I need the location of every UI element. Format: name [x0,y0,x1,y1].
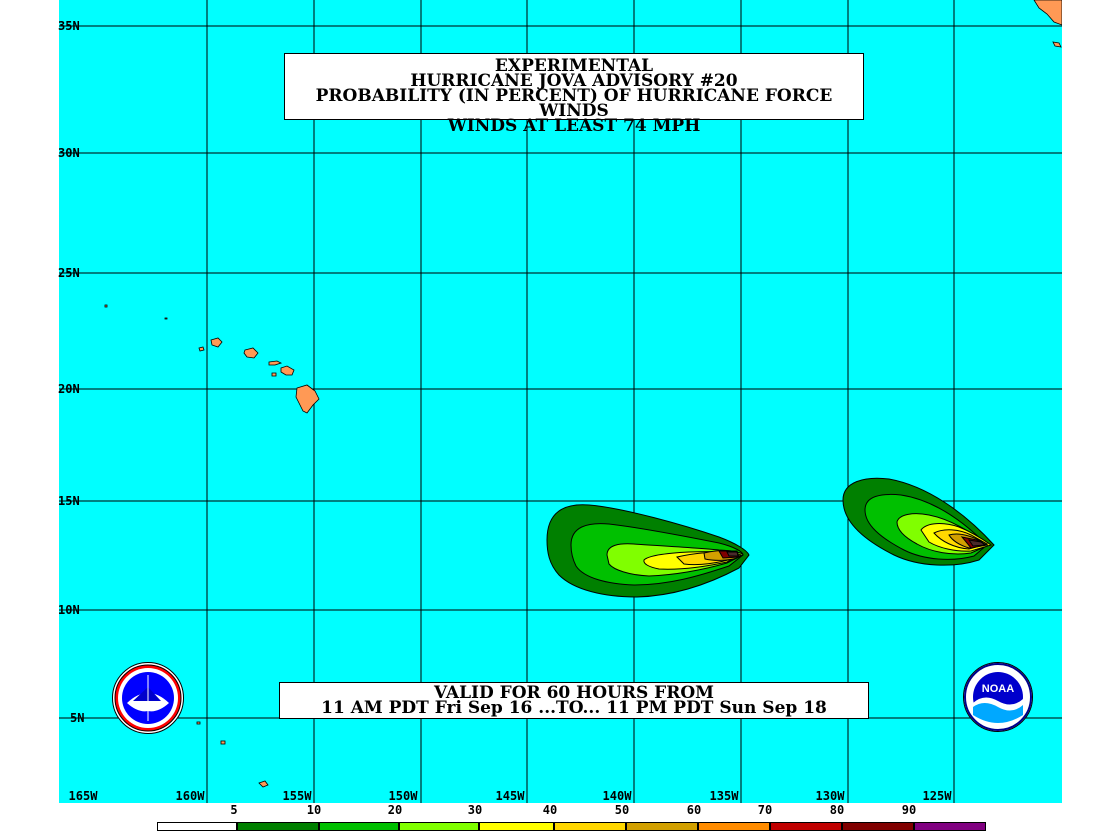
title-box: EXPERIMENTAL HURRICANE JOVA ADVISORY #20… [284,53,864,135]
legend-swatch-7 [698,822,770,831]
baja-coast [1033,0,1062,26]
lat-label-35n: 35N [58,19,80,33]
graticule [59,0,1062,803]
lon-label-150w: 150W [388,789,418,803]
noaa-logo-icon: NOAA [963,662,1033,732]
legend-swatch-3 [399,822,479,831]
legend-swatch-10 [914,822,986,831]
lon-label-165w: 165W [68,789,98,803]
legend-swatch-6 [626,822,698,831]
lat-label-10n: 10N [58,603,80,617]
probability-swath-east [842,477,995,566]
legend-swatch-0 [157,822,237,831]
lon-label-125w: 125W [922,789,952,803]
lat-label-15n: 15N [58,494,80,508]
legend-value-80: 80 [829,803,845,817]
legend-value-40: 40 [542,803,558,817]
legend-value-70: 70 [757,803,773,817]
title-line-4: WINDS AT LEAST 74 MPH [447,116,701,136]
island-molokai [268,360,283,366]
title-line-1: EXPERIMENTAL [494,56,654,76]
legend-value-60: 60 [686,803,702,817]
mainland-coast [1033,0,1062,48]
lat-label-5n: 5N [70,711,85,725]
island-maui [280,365,295,376]
legend-swatch-5 [554,822,626,831]
lon-label-155w: 155W [282,789,312,803]
legend-swatch-8 [770,822,842,831]
lat-label-30n: 30N [58,146,80,160]
nws-logo-icon [112,662,184,734]
legend-value-30: 30 [467,803,483,817]
legend-value-90: 90 [901,803,917,817]
lon-label-135w: 135W [709,789,739,803]
island-oahu [243,347,259,359]
islet-1 [104,304,108,308]
lon-label-130w: 130W [815,789,845,803]
island-kauai [210,337,223,348]
contour-east-core [967,539,987,547]
noaa-logo-text: NOAA [981,683,1015,695]
legend-value-5: 5 [230,803,238,817]
island-big-island [295,384,320,414]
lon-label-140w: 140W [602,789,632,803]
valid-line-1: VALID FOR 60 HOURS FROM [434,683,714,703]
valid-period-box: VALID FOR 60 HOURS FROM 11 AM PDT Fri Se… [279,682,869,719]
lat-label-20n: 20N [58,382,80,396]
legend-value-50: 50 [614,803,630,817]
islet-5 [258,780,269,788]
title-line-2: HURRICANE JOVA ADVISORY #20 [410,71,738,91]
islet-3 [196,721,201,725]
legend-swatch-9 [842,822,914,831]
title-line-3: PROBABILITY (IN PERCENT) OF HURRICANE FO… [315,86,833,121]
legend-value-20: 20 [387,803,403,817]
island-lanai [271,372,277,377]
valid-line-2: 11 AM PDT Fri Sep 16 ...TO... 11 PM PDT … [321,698,827,718]
coast-islet [1052,41,1062,48]
map-area [59,0,1062,803]
island-niihau [198,346,205,352]
legend-swatch-4 [479,822,554,831]
probability-swath-west [546,504,750,598]
islet-4 [220,740,226,745]
legend-value-10: 10 [306,803,322,817]
hawaii-islands [104,304,320,788]
legend-swatch-1 [237,822,319,831]
lat-label-25n: 25N [58,266,80,280]
lon-label-160w: 160W [175,789,205,803]
map-canvas [59,0,1062,803]
contour-west-core [726,551,739,557]
islet-2 [164,317,168,320]
legend-swatch-2 [319,822,399,831]
lon-label-145w: 145W [495,789,525,803]
